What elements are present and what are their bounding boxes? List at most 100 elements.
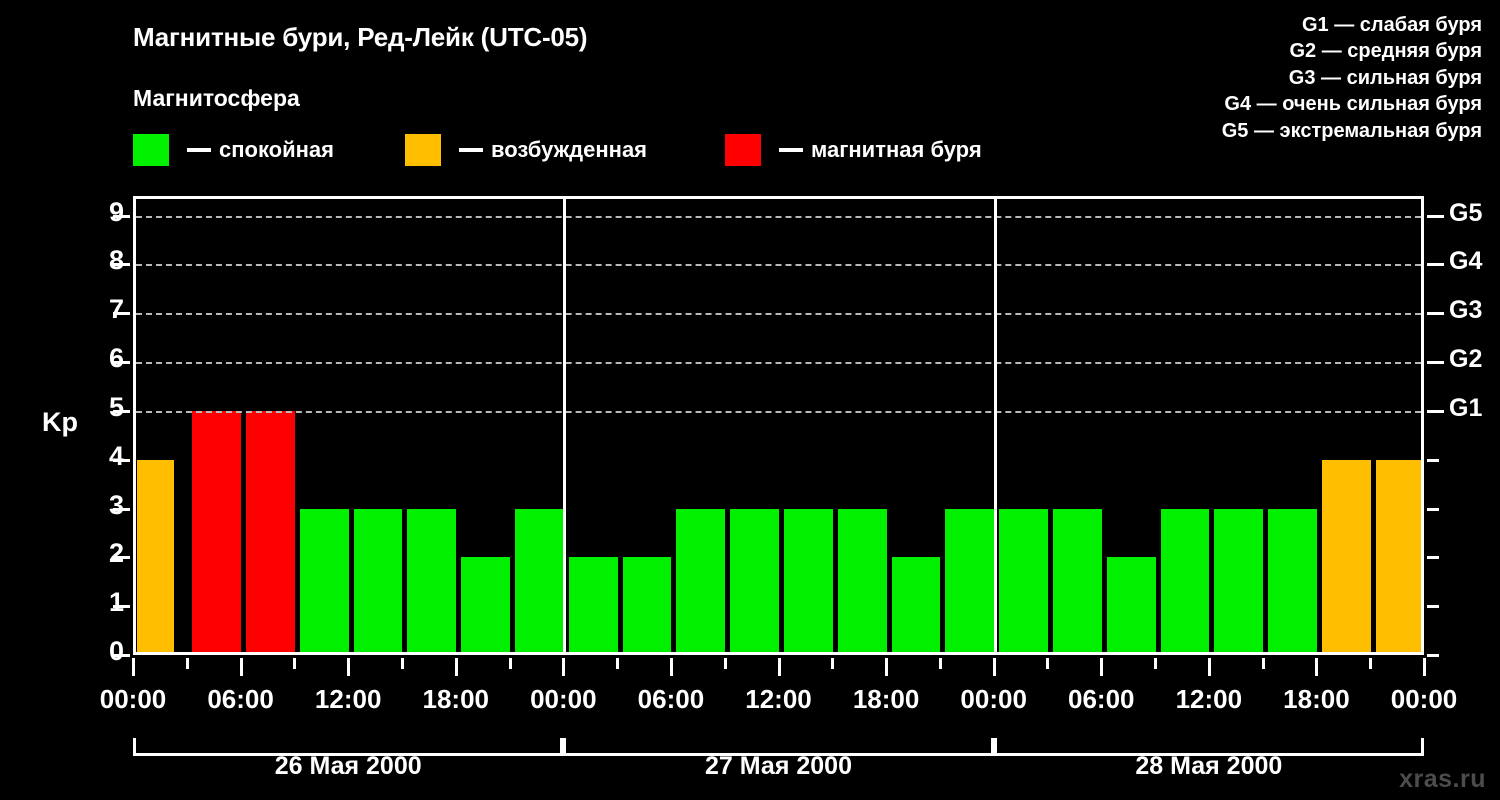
date-label: 26 Мая 2000 (274, 752, 422, 780)
legend-swatch-icon (405, 134, 441, 166)
gridline (136, 215, 1421, 218)
g-tick-label: G3 (1449, 296, 1483, 325)
kp-bar (1268, 508, 1317, 652)
y-tick-label: 1 (108, 587, 124, 618)
x-tick-major (454, 658, 458, 676)
g-tick-mark (1427, 409, 1444, 413)
kp-bar (299, 508, 349, 652)
kp-bar (515, 508, 564, 652)
date-label: 27 Мая 2000 (705, 752, 852, 780)
g-tick-mark (1427, 312, 1444, 316)
kp-bar (407, 508, 457, 652)
y-tick-mark (113, 556, 130, 560)
y-tick-label: 4 (108, 440, 124, 471)
g-legend-code: G3 (1288, 66, 1316, 89)
g-legend-row-g2: G2 — средняя буря (1112, 38, 1482, 64)
x-tick-label: 06:00 (637, 684, 705, 714)
g-legend-code: G1 (1301, 14, 1329, 36)
g-legend-text: — экстремальная буря (1248, 119, 1482, 142)
x-tick-major (347, 658, 351, 676)
g-tick-mark (1427, 214, 1444, 218)
legend-heading: Магнитосфера (133, 85, 300, 111)
x-tick-minor (723, 658, 727, 669)
magnetosphere-state-legend: спокойная возбужденная магнитная буря (133, 133, 1033, 167)
x-tick-label: 18:00 (422, 684, 490, 714)
y-tick-mark (113, 654, 130, 657)
x-tick-label: 18:00 (852, 684, 920, 714)
g-legend-text: — очень сильная буря (1251, 93, 1482, 116)
bar-series (136, 199, 1421, 652)
g-tick-mark (1427, 361, 1444, 365)
y-tick-label: 8 (108, 245, 124, 276)
g-legend-row-g5: G5 — экстремальная буря (1112, 118, 1482, 144)
x-tick-major (1207, 658, 1211, 676)
g-legend-row-g3: G3 — сильная буря (1112, 65, 1482, 91)
g-minor-tick (1427, 556, 1439, 560)
x-tick-label: 18:00 (1283, 684, 1350, 714)
y-tick-mark (113, 458, 130, 462)
legend-dash-icon (779, 148, 803, 152)
kp-bar (945, 508, 995, 652)
x-tick-major (885, 658, 889, 676)
y-tick-label: 9 (108, 196, 124, 227)
x-tick-minor (831, 658, 835, 669)
g-legend-row-g1: G1 — слабая буря (1112, 12, 1482, 38)
x-tick-label: 12:00 (314, 684, 382, 714)
g-tick-label: G1 (1449, 393, 1483, 422)
x-tick-major (562, 658, 566, 676)
day-divider (993, 199, 997, 652)
kp-bar (622, 557, 672, 652)
x-tick-minor (616, 658, 620, 669)
legend-dash-icon (187, 148, 211, 152)
x-tick-label: 00:00 (960, 684, 1027, 714)
x-tick-minor (938, 658, 942, 669)
g-scale-legend: G1 — слабая буря G2 — средняя буря G3 — си… (1112, 12, 1482, 144)
y-tick-mark (113, 312, 130, 316)
legend-item-1: возбужденная (405, 133, 647, 167)
g-tick-label: G5 (1449, 198, 1483, 227)
x-tick-minor (1261, 658, 1265, 669)
g-minor-tick (1427, 458, 1439, 462)
y-tick-label: 5 (108, 391, 124, 422)
x-tick-major (1315, 658, 1319, 676)
page-title: Магнитные бури, Ред-Лейк (UTC-05) (133, 22, 588, 52)
gridline (136, 264, 1421, 267)
kp-bar (784, 508, 833, 652)
x-tick-major (132, 658, 135, 676)
legend-item-label: возбужденная (491, 137, 648, 162)
legend-item-label: спокойная (219, 137, 335, 162)
kp-bar (137, 459, 174, 652)
x-tick-label: 00:00 (1390, 684, 1458, 714)
kp-bar (1160, 508, 1210, 652)
y-tick-mark (113, 409, 130, 413)
kp-bar (999, 508, 1048, 652)
y-tick-label: 6 (108, 343, 124, 374)
x-tick-minor (1154, 658, 1158, 669)
x-tick-label: 12:00 (1175, 684, 1243, 714)
legend-item-label: магнитная буря (811, 137, 982, 162)
g-tick-label: G4 (1449, 247, 1483, 276)
x-tick-label: 00:00 (99, 684, 167, 714)
g-minor-tick (1427, 654, 1439, 657)
legend-item-2: магнитная буря (725, 133, 982, 167)
watermark: xras.ru (1399, 765, 1486, 793)
x-tick-minor (400, 658, 404, 669)
x-tick-minor (1369, 658, 1373, 669)
date-bracket (993, 738, 1424, 756)
x-tick-major (992, 658, 996, 676)
y-tick-mark (113, 263, 130, 267)
date-bracket (133, 738, 564, 756)
x-tick-major (669, 658, 673, 676)
gridline (136, 313, 1421, 316)
kp-bar (837, 508, 887, 652)
x-tick-minor (185, 658, 189, 669)
y-axis-title: Kp (42, 407, 78, 437)
y-tick-mark (113, 214, 130, 218)
kp-bar (1052, 508, 1102, 652)
kp-bar (353, 508, 403, 652)
legend-swatch-icon (725, 134, 761, 166)
kp-bar (1375, 459, 1421, 652)
x-tick-minor (1046, 658, 1050, 669)
y-tick-mark (113, 605, 130, 609)
